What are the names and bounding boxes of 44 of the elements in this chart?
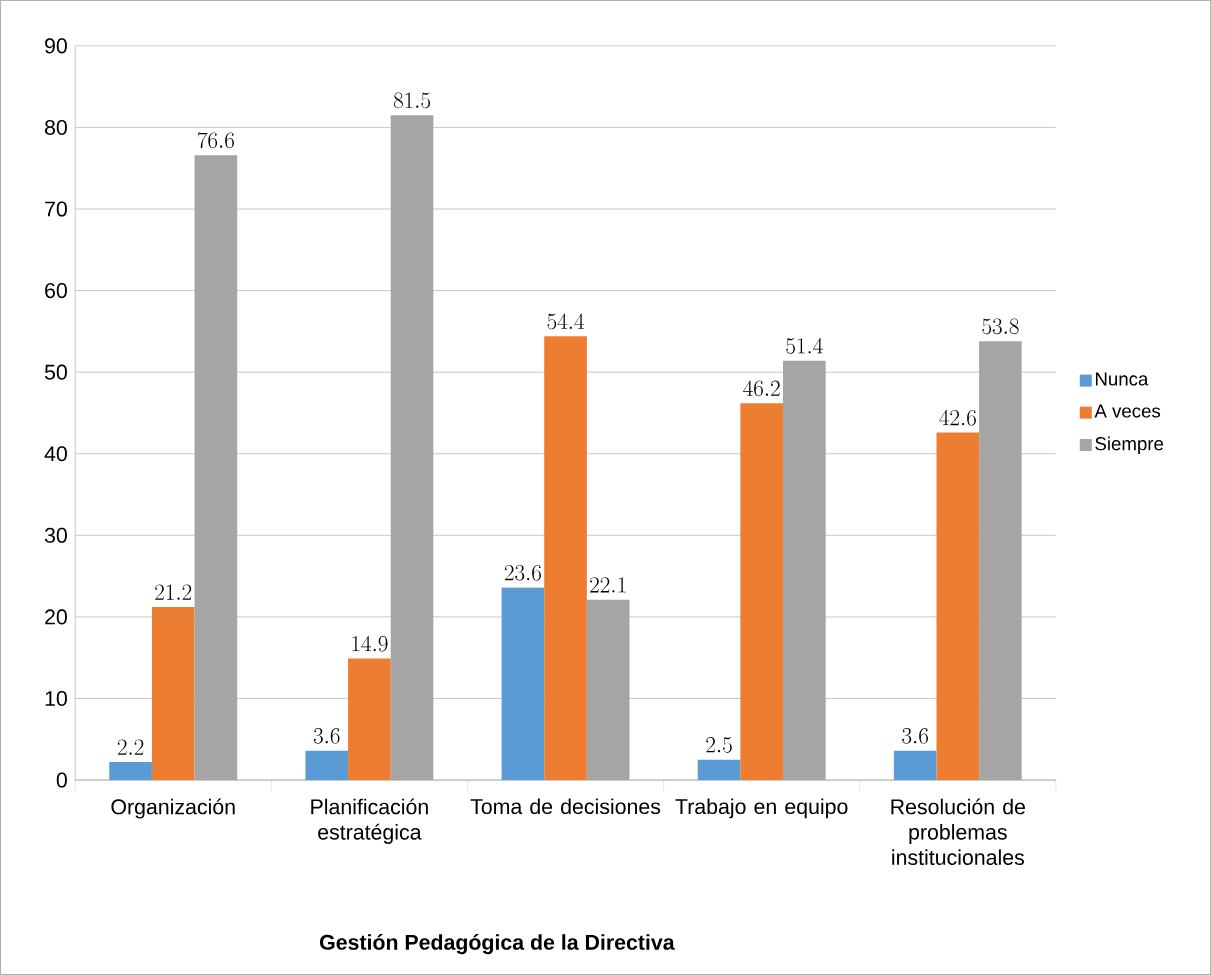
y-tick-label: 60 (45, 282, 67, 299)
x-tick-label: Resolución de problemas institucionales (891, 798, 1025, 865)
bar (697, 759, 741, 780)
data-label: 14.9 (352, 635, 388, 652)
data-label: 42.6 (939, 409, 976, 426)
y-tick-label: 70 (45, 201, 67, 217)
bar (348, 658, 391, 780)
data-label: 46.2 (743, 380, 780, 397)
y-tick-label: 10 (45, 690, 67, 706)
bar (893, 750, 937, 780)
data-label: 3.6 (313, 728, 340, 744)
x-tick-label: Trabajo en equipo (675, 798, 848, 819)
data-label: 2.5 (706, 737, 732, 753)
data-label: 76.6 (197, 132, 234, 149)
bar (936, 432, 980, 780)
data-label: 3.6 (902, 728, 928, 744)
y-tick-label: 20 (45, 609, 67, 625)
data-label: 21 .2 (155, 584, 192, 600)
bar (740, 403, 784, 780)
x-tick-label: Planificación estratégica (311, 798, 428, 844)
legend-label: A veces (1094, 404, 1161, 418)
data-label: 54.4 (547, 313, 585, 330)
y-tick-label: 40 (44, 446, 67, 462)
x-tick-label: Toma de decisiones (470, 798, 661, 815)
data-label: 22. 1 (590, 577, 626, 593)
data-label: 51 .4 (786, 337, 823, 354)
x-tick-label: Organización (111, 798, 235, 819)
bar (501, 587, 545, 780)
data-label: 2.2 (117, 739, 144, 755)
bar (109, 762, 152, 780)
bar (305, 750, 349, 780)
data-label: 53.8 (982, 318, 1019, 335)
legend-label: Nunca (1095, 372, 1149, 386)
x-axis-title: Gestión Pedagógica de la Directiva (320, 933, 675, 955)
y-tick-label: 30 (44, 527, 67, 543)
y-tick-label: 50 (44, 364, 67, 380)
legend-label: Siempre (1095, 436, 1164, 454)
y-tick-label: 90 (45, 38, 67, 54)
y-tick-label: 80 (44, 119, 67, 135)
bar (544, 336, 587, 780)
data-label: 81 .5 (393, 92, 431, 109)
data-label: 23.6 (504, 564, 541, 581)
y-tick-label: 0 (56, 772, 67, 788)
bar (151, 607, 195, 780)
